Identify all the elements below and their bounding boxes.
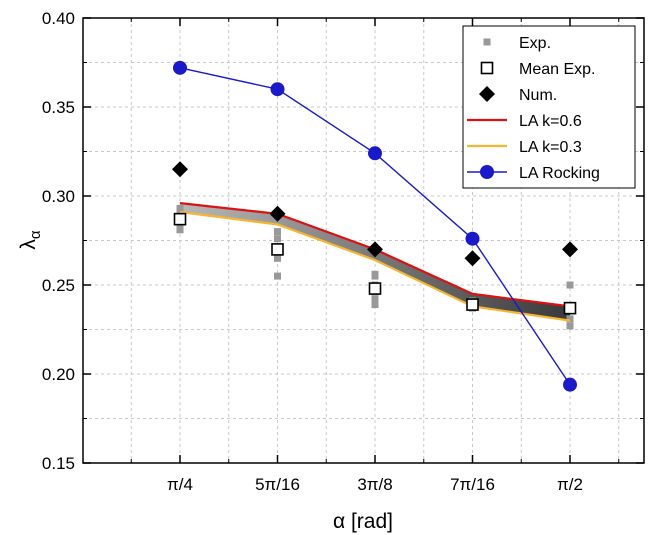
- la-rocking-point: [368, 146, 382, 161]
- legend-label: Exp.: [519, 35, 551, 52]
- plot-series: [172, 60, 578, 392]
- y-tick-label: 0.30: [42, 187, 75, 206]
- num-point: [464, 250, 481, 267]
- x-tick-label: π/2: [557, 475, 583, 494]
- la-band-fill: [180, 203, 570, 321]
- la-rocking-point: [465, 231, 480, 246]
- legend-box: [462, 25, 636, 189]
- legend-entry: Num.: [479, 86, 557, 104]
- legend-entry: LA Rocking: [467, 165, 600, 182]
- legend-entry: Mean Exp.: [480, 61, 595, 78]
- legend-symbol-mean-exp: [480, 61, 494, 75]
- mean-exp-point: [563, 301, 577, 315]
- y-axis-title-main: λ: [17, 239, 40, 250]
- num-point: [269, 205, 286, 222]
- la-rocking-point: [270, 82, 285, 97]
- exp-point: [566, 322, 574, 330]
- legend-label: LA Rocking: [519, 165, 600, 182]
- line-la-k-0-3: [179, 210, 571, 322]
- x-tick-label: π/4: [167, 475, 193, 494]
- axes: 0.15 0.20 0.25 0.30 0.35 0.40 π/4 5π/16 3π/8 7π/1…: [42, 9, 644, 494]
- exp-point: [274, 235, 281, 243]
- y-axis-title: λα: [17, 230, 44, 250]
- la-shaded-band: [180, 203, 570, 321]
- legend-label: LA k=0.3: [519, 139, 582, 156]
- exp-point: [371, 301, 379, 309]
- exp-point: [274, 272, 281, 280]
- y-axis-title-sub: α: [27, 230, 44, 239]
- exp-point: [274, 228, 281, 236]
- exp-point: [176, 204, 184, 212]
- x-tick-label: 3π/8: [357, 475, 392, 494]
- legend-entry: Exp.: [483, 35, 551, 52]
- mean-exp-point: [271, 243, 284, 256]
- exp-point: [566, 281, 574, 289]
- y-tick-label: 0.35: [42, 98, 75, 117]
- y-tick-label: 0.15: [42, 454, 75, 473]
- exp-point: [274, 254, 281, 262]
- exp-point: [566, 315, 574, 323]
- num-point: [562, 241, 578, 258]
- x-tick-label: 7π/16: [450, 475, 495, 494]
- mean-exp-point: [368, 282, 382, 295]
- la-rocking-point: [173, 60, 187, 75]
- mean-exp-point: [173, 212, 187, 226]
- legend-label: Mean Exp.: [519, 61, 595, 78]
- x-tick-label: 5π/16: [255, 475, 300, 494]
- legend-label: Num.: [519, 87, 557, 104]
- exp-point: [176, 226, 184, 234]
- mean-exp-point: [466, 298, 479, 311]
- num-point: [172, 161, 188, 178]
- legend: Exp. Mean Exp. Num. LA k=0.6 LA k=0.3 LA Rock…: [462, 25, 636, 189]
- num-point: [367, 241, 383, 258]
- exp-point: [371, 295, 379, 303]
- x-axis-title: α [rad]: [333, 510, 393, 533]
- legend-entry: LA k=0.6: [467, 113, 582, 130]
- legend-entry: LA k=0.3: [467, 139, 582, 156]
- exp-point: [371, 270, 379, 278]
- legend-label: LA k=0.6: [519, 113, 582, 130]
- legend-symbol-num: [479, 86, 495, 102]
- legend-symbol-circle: [480, 165, 494, 179]
- y-tick-label: 0.40: [42, 9, 75, 28]
- legend-symbol-exp: [483, 38, 491, 46]
- la-rocking-point: [563, 377, 577, 392]
- y-tick-label: 0.25: [42, 276, 75, 295]
- y-tick-label: 0.20: [42, 365, 75, 384]
